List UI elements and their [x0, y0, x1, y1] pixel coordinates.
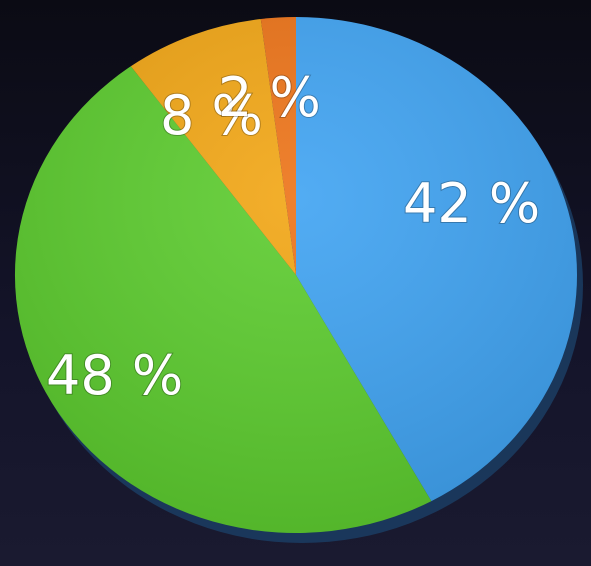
slice-label-blue: 42 % — [403, 172, 540, 235]
slice-label-dark-orange: 2 % — [218, 66, 321, 129]
slice-label-orange: 8 % — [160, 84, 263, 147]
pie-labels: 42 % 48 % 8 % 2 % — [45, 65, 541, 408]
slice-label-green: 48 % — [46, 344, 183, 407]
